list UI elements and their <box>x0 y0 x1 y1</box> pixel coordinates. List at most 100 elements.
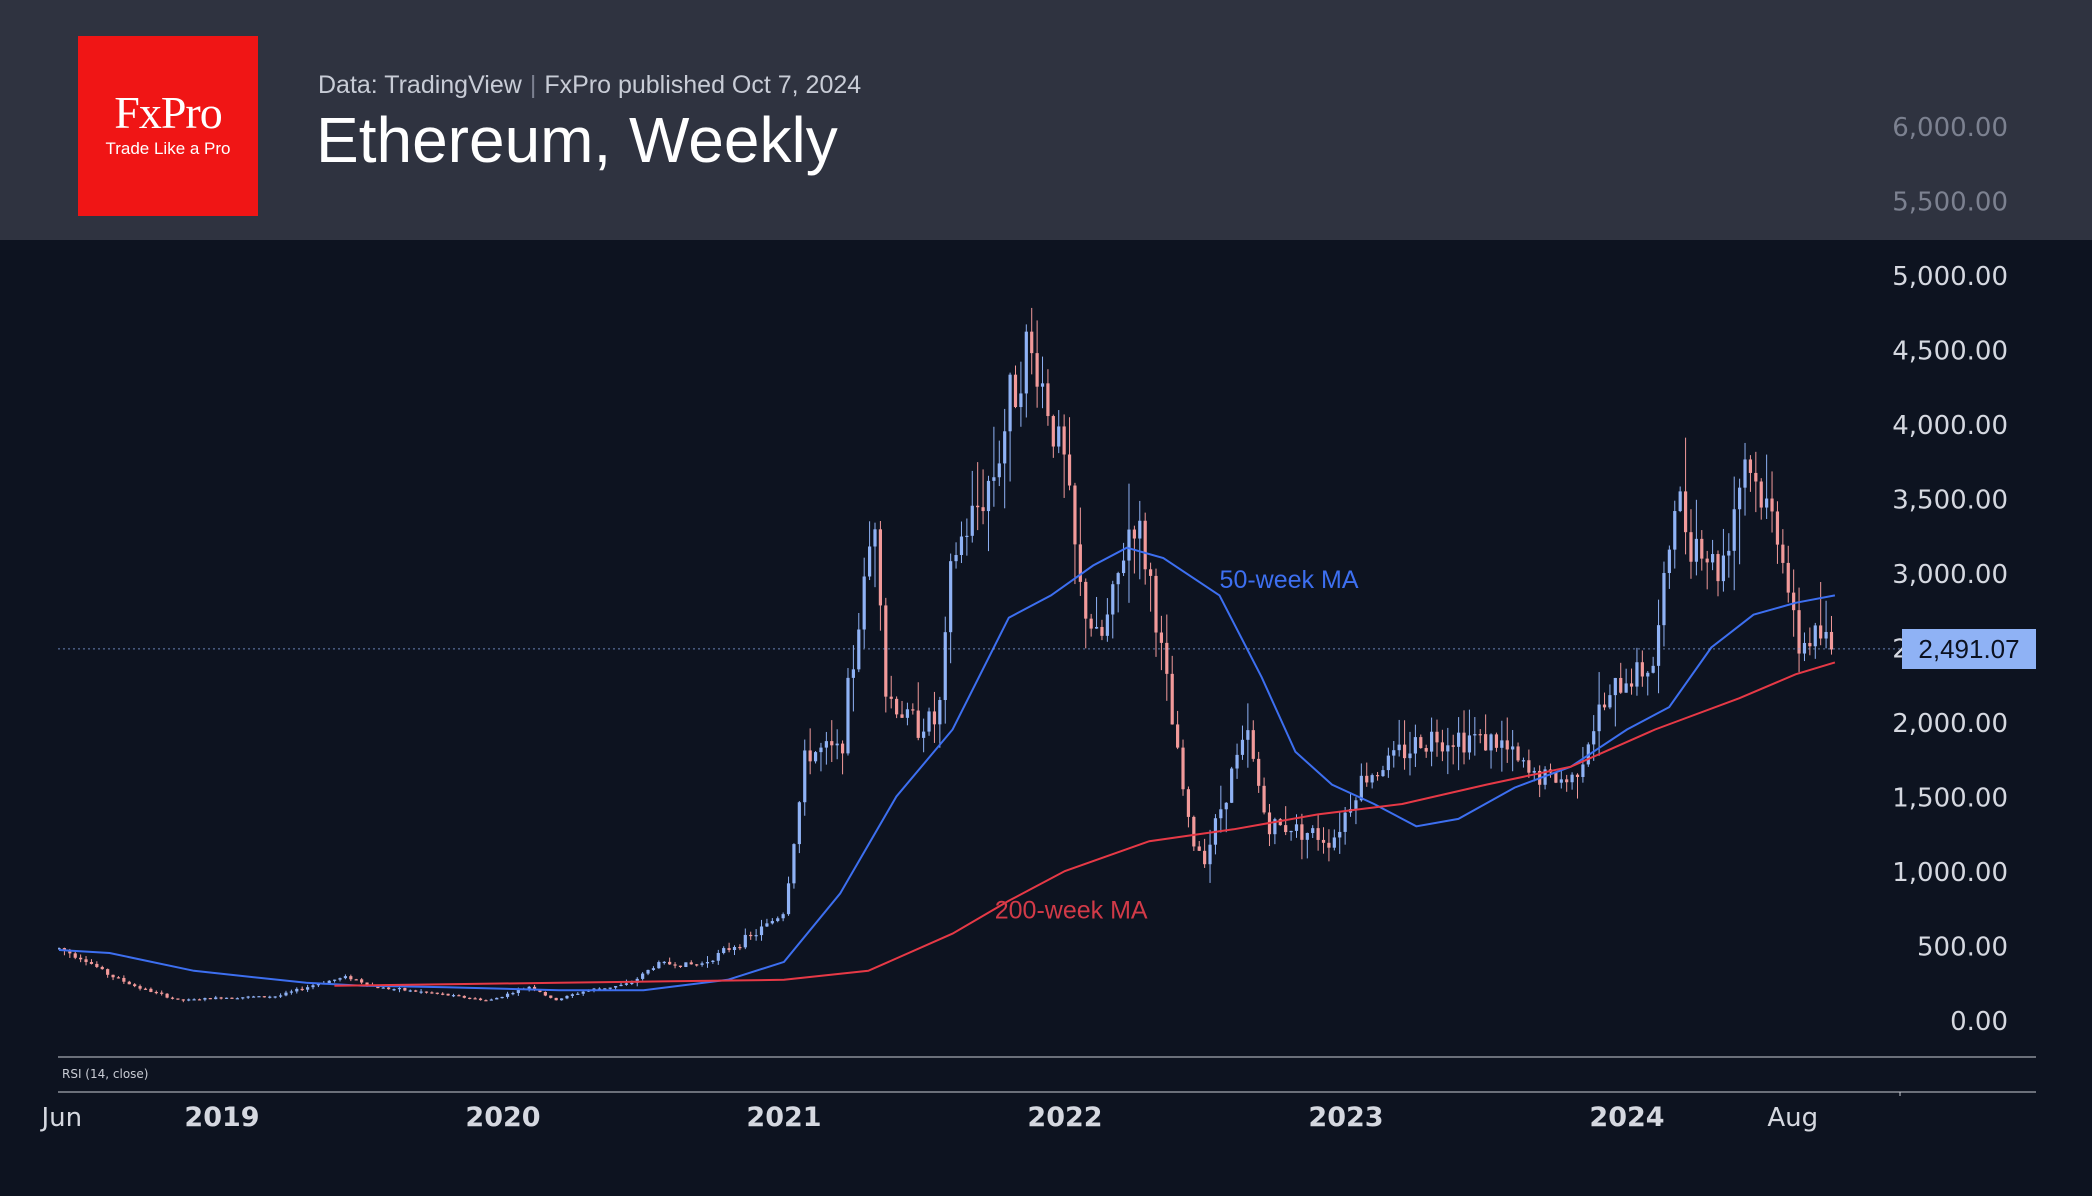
candle-body <box>1354 800 1358 809</box>
candle-body <box>662 961 666 964</box>
candle-body <box>1527 760 1531 773</box>
candle-body <box>143 988 148 990</box>
candle-body <box>684 962 688 968</box>
candle-body <box>889 696 893 699</box>
candle-body <box>1554 772 1558 783</box>
candle-body <box>1402 744 1407 759</box>
candle-body <box>1824 631 1828 639</box>
candle-body <box>343 976 348 979</box>
candle-body <box>1289 830 1293 833</box>
candle-body <box>905 709 910 718</box>
candle-body <box>532 986 537 990</box>
candle-body <box>1592 731 1596 745</box>
candle-body <box>1797 610 1801 654</box>
candle-body <box>559 998 564 1001</box>
candle-body <box>1770 498 1774 512</box>
candle-body <box>1094 626 1099 629</box>
candle-body <box>495 997 499 1000</box>
candle-body <box>1705 558 1709 563</box>
candle-body <box>505 993 510 997</box>
x-tick-label: 2024 <box>1589 1102 1664 1133</box>
candle-body <box>776 918 780 922</box>
candle-body <box>462 995 466 998</box>
candle-body <box>857 629 861 670</box>
candle-body <box>1759 481 1763 508</box>
y-tick-label: 2,000.00 <box>1892 709 2008 739</box>
candle-body <box>473 998 477 1000</box>
candle-body <box>1624 683 1628 693</box>
published-date: FxPro published Oct 7, 2024 <box>544 71 862 99</box>
candle-body <box>1829 631 1834 650</box>
candle-body <box>300 988 304 991</box>
candle-body <box>738 947 742 949</box>
candle-body <box>576 993 580 995</box>
candle-body <box>1203 850 1207 865</box>
x-tick-label: 2022 <box>1027 1102 1102 1133</box>
candle-body <box>1013 374 1018 408</box>
candle-body <box>1478 734 1482 736</box>
candle-body <box>1370 775 1374 783</box>
candle-body <box>1127 529 1131 561</box>
candle-body <box>1619 677 1623 693</box>
candle-body <box>1727 550 1731 556</box>
candle-body <box>1192 816 1196 847</box>
candle-body <box>1235 754 1239 769</box>
candle-body <box>446 993 450 996</box>
candle-body <box>1003 431 1007 464</box>
candle-body <box>1516 746 1520 761</box>
candle-body <box>1154 575 1158 633</box>
candle-body <box>1273 819 1277 835</box>
ma200-line <box>334 661 1836 987</box>
candle-body <box>1532 770 1536 773</box>
x-tick-label: 2019 <box>184 1102 259 1133</box>
y-tick-label: 3,000.00 <box>1892 560 2008 590</box>
candle-body <box>219 997 223 999</box>
candle-body <box>1754 472 1758 482</box>
candle-body <box>1662 573 1666 626</box>
candle-body <box>1089 618 1093 629</box>
candle-body <box>992 477 996 481</box>
candle-body <box>257 996 261 998</box>
candle-body <box>1457 732 1461 747</box>
candle-body <box>900 714 904 718</box>
candle-body <box>170 997 175 999</box>
candle-body <box>230 997 234 999</box>
candle-body <box>732 947 737 951</box>
candle-body <box>192 999 196 1001</box>
candle-body <box>1257 758 1261 786</box>
candle-body <box>830 741 834 746</box>
candle-body <box>705 962 710 964</box>
current-price-tag: 2,491.07 <box>1902 629 2036 669</box>
candle-body <box>1505 740 1509 750</box>
left-margin-mask <box>0 241 58 1041</box>
publication-info: Data: TradingView | FxPro published Oct 7,… <box>318 70 861 100</box>
candle-body <box>1397 744 1401 751</box>
candle-body <box>419 991 423 993</box>
candle-body <box>1602 704 1607 708</box>
candle-body <box>1738 487 1742 510</box>
candle-body <box>641 973 645 979</box>
candle-body <box>1132 529 1136 539</box>
candle-body <box>327 980 331 984</box>
candle-body <box>1608 695 1612 708</box>
candle-body <box>1284 825 1288 833</box>
candle-body <box>1646 672 1650 677</box>
candle-body <box>1678 491 1682 512</box>
candle-body <box>424 991 429 993</box>
candle-body <box>1024 331 1028 394</box>
candle-body <box>197 999 202 1001</box>
candle-body <box>1186 789 1191 817</box>
separator: | <box>529 71 537 99</box>
candle-body <box>251 996 256 998</box>
candle-body <box>1581 764 1585 777</box>
candle-body <box>1494 734 1499 748</box>
candle-body <box>651 968 656 970</box>
candle-body <box>1197 846 1201 851</box>
candle-body <box>1808 642 1812 647</box>
candle-body <box>722 948 726 953</box>
candle-body <box>181 999 185 1001</box>
candle-body <box>959 536 964 556</box>
candle-body <box>781 914 785 919</box>
candle-body <box>1700 538 1704 559</box>
candle-body <box>668 961 672 965</box>
